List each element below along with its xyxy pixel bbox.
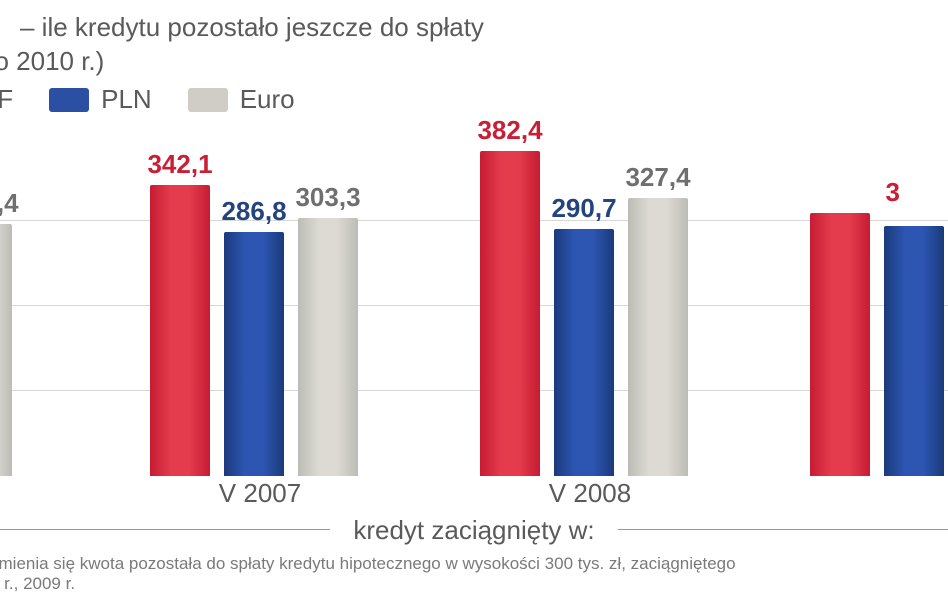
legend-label-euro: Euro (240, 84, 295, 115)
bar-chf: 3 (810, 213, 870, 477)
x-axis-title-wrap: kredyt zaciągnięty w: (0, 515, 948, 546)
gridline (0, 390, 948, 391)
legend-label-chf: IF (0, 84, 13, 115)
axis-rule-left (0, 529, 330, 530)
bar-value-label: 342,1 (147, 149, 212, 180)
chart-title-line1: – ile kredytu pozostało jeszcze do spłat… (20, 12, 484, 43)
bar-value-label: 3 (886, 177, 900, 208)
bar-pln: 290,7 (554, 229, 614, 476)
bar-value-label: 286,8 (221, 196, 286, 227)
footnote-line2: 3 r., 2009 r. (0, 574, 75, 593)
axis-rule-right (618, 529, 948, 530)
legend-item-chf: IF (0, 84, 13, 115)
gridline (0, 220, 948, 221)
bar-value-label: 327,4 (625, 162, 690, 193)
x-axis-title: kredyt zaciągnięty w: (337, 515, 610, 546)
bar-group: 296,4 (0, 224, 12, 476)
bar-group: 3 (810, 213, 948, 477)
legend-item-euro: Euro (188, 84, 295, 115)
legend-item-pln: PLN (49, 84, 152, 115)
x-tick-label: V 2008 (549, 478, 631, 509)
bar-value-label: 382,4 (477, 115, 542, 146)
gridline (0, 305, 948, 306)
legend-label-pln: PLN (101, 84, 152, 115)
chart-plot-area: 296,4342,1286,8303,3382,4290,7327,43 (0, 136, 948, 476)
chart-title-line2: go 2010 r.) (0, 46, 104, 77)
bar-euro: 296,4 (0, 224, 12, 476)
bar-euro: 303,3 (298, 218, 358, 476)
chart-canvas: – ile kredytu pozostało jeszcze do spłat… (0, 0, 948, 593)
footnote-line1: zmienia się kwota pozostała do spłaty kr… (0, 554, 736, 574)
legend-swatch-euro (188, 88, 228, 112)
bar-pln (884, 226, 944, 476)
legend-swatch-pln (49, 88, 89, 112)
bar-group: 382,4290,7327,4 (480, 151, 688, 476)
x-tick-label: V 2007 (219, 478, 301, 509)
legend: IF PLN Euro (0, 84, 321, 115)
bar-value-label: 303,3 (295, 182, 360, 213)
bar-chf: 342,1 (150, 185, 210, 476)
bar-euro: 327,4 (628, 198, 688, 476)
bar-chf: 382,4 (480, 151, 540, 476)
bar-value-label: 290,7 (551, 193, 616, 224)
bar-pln: 286,8 (224, 232, 284, 476)
bar-group: 342,1286,8303,3 (150, 185, 358, 476)
bar-value-label: 296,4 (0, 188, 19, 219)
